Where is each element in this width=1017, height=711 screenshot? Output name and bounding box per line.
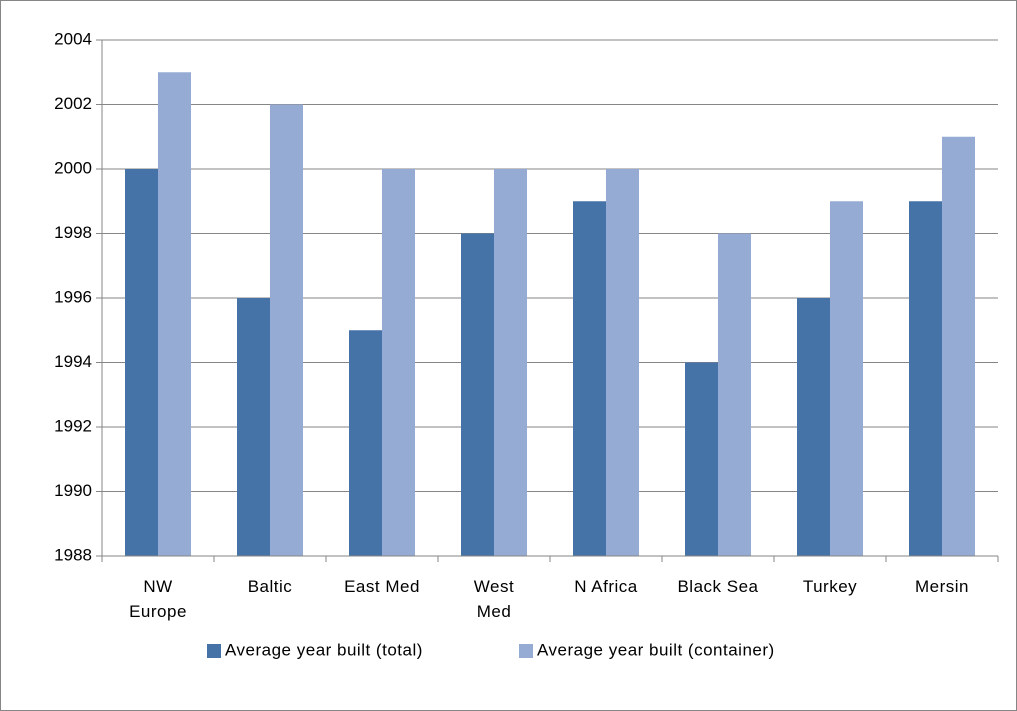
bar — [942, 136, 975, 556]
bar — [685, 362, 718, 556]
bar — [797, 298, 830, 556]
x-tick-label: NW Europe — [129, 577, 187, 621]
legend-label: Average year built (container) — [537, 640, 775, 659]
bar — [158, 72, 191, 556]
x-tick-label: Turkey — [802, 577, 858, 596]
legend-label: Average year built (total) — [225, 640, 423, 659]
y-tick-label: 1996 — [54, 287, 92, 306]
legend-swatch — [207, 644, 221, 658]
x-tick-label: Mersin — [914, 577, 969, 596]
bar — [718, 233, 751, 556]
bar — [494, 169, 527, 556]
y-tick-label: 1998 — [54, 223, 92, 242]
bar — [573, 201, 606, 556]
y-tick-label: 2002 — [54, 94, 92, 113]
x-tick-label: East Med — [344, 577, 420, 596]
bar — [349, 330, 382, 556]
x-tick-label: Black Sea — [677, 577, 759, 596]
bar — [382, 169, 415, 556]
y-tick-label: 1990 — [54, 481, 92, 500]
x-tick-label: Baltic — [247, 577, 293, 596]
y-tick-label: 2004 — [54, 29, 92, 48]
bar — [909, 201, 942, 556]
legend-swatch — [519, 644, 533, 658]
x-tick-label: West Med — [473, 577, 515, 621]
y-tick-label: 1992 — [54, 416, 92, 435]
bar — [237, 298, 270, 556]
x-tick-label: N Africa — [574, 577, 638, 596]
bar — [830, 201, 863, 556]
bar — [125, 169, 158, 556]
y-tick-label: 2000 — [54, 158, 92, 177]
y-tick-label: 1994 — [54, 352, 92, 371]
bar — [606, 169, 639, 556]
bar — [270, 104, 303, 556]
bar — [461, 233, 494, 556]
y-tick-label: 1988 — [54, 545, 92, 564]
